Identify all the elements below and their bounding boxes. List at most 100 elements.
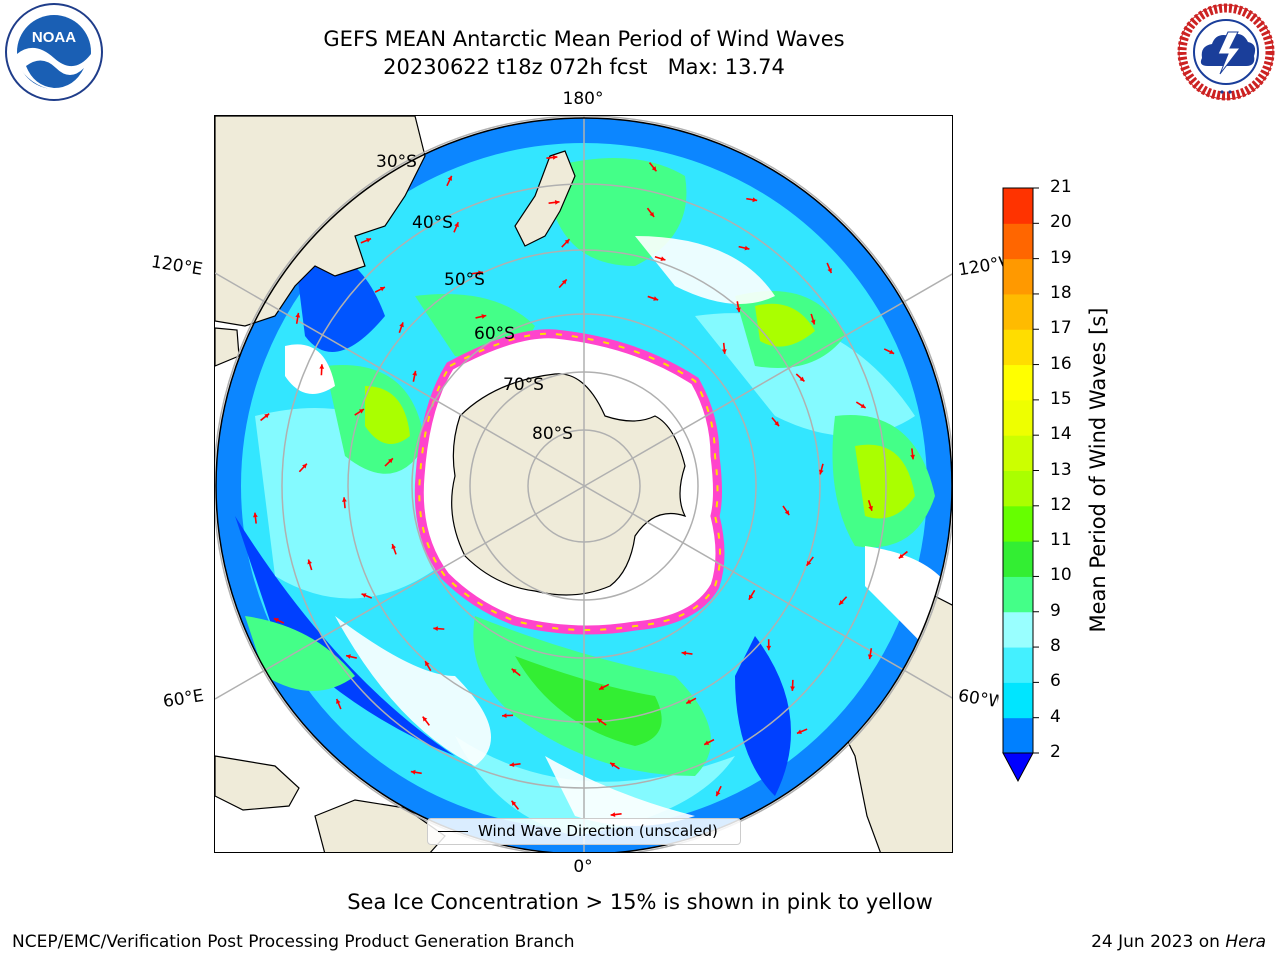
wind-wave-arrow-head bbox=[766, 645, 772, 651]
chart-subtitle: 20230622 t18z 072h fcst Max: 13.74 bbox=[383, 55, 785, 79]
colorbar-segment bbox=[1003, 470, 1033, 507]
colorbar-segment bbox=[1003, 329, 1033, 366]
lat-label-40s: 40°S bbox=[412, 213, 453, 233]
wind-wave-arrow-head bbox=[748, 594, 754, 600]
land-australia bbox=[215, 116, 426, 327]
map-boundary bbox=[215, 117, 952, 852]
wind-wave-arrow-head bbox=[388, 458, 393, 464]
colorbar-tick-label: 17 bbox=[1050, 318, 1072, 339]
colorbar-segment bbox=[1003, 293, 1033, 330]
yellowgreen-east bbox=[855, 444, 915, 519]
colorbar-segment bbox=[1003, 505, 1033, 542]
colorbar-segment bbox=[1003, 258, 1033, 295]
wind-wave-arrow-head bbox=[447, 175, 452, 181]
wind-wave-arrow-head bbox=[366, 238, 372, 243]
svg-text:NOAA: NOAA bbox=[32, 29, 76, 46]
wind-wave-arrow-head bbox=[839, 599, 844, 605]
wind-wave-arrow-head bbox=[358, 409, 364, 414]
colorbar-segment bbox=[1003, 611, 1033, 648]
colorbar-segment bbox=[1003, 435, 1033, 471]
colorbar-tick-label: 15 bbox=[1050, 388, 1072, 409]
wind-wave-arrows bbox=[253, 155, 915, 817]
lon-label-120e: 120°E bbox=[149, 252, 204, 280]
wind-wave-arrow-head bbox=[716, 791, 721, 797]
white-patch-sw bbox=[335, 616, 491, 766]
wind-wave-arrow-head bbox=[599, 685, 605, 690]
host-name: Hera bbox=[1225, 932, 1266, 952]
colorbar-segment bbox=[1003, 647, 1033, 683]
wind-wave-arrow-head bbox=[511, 800, 517, 806]
wind-wave-arrow-head bbox=[752, 197, 758, 203]
wind-wave-arrow-head bbox=[481, 314, 487, 319]
wind-wave-arrow-head bbox=[509, 762, 515, 768]
white-patch-north bbox=[635, 236, 775, 304]
wind-wave-arrow-head bbox=[391, 544, 397, 549]
wind-wave-arrow-head bbox=[867, 654, 873, 660]
wind-wave-arrow-head bbox=[433, 626, 438, 632]
wind-wave-arrow-head bbox=[361, 593, 367, 598]
wind-wave-arrow-head bbox=[561, 279, 567, 285]
wind-wave-arrow-head bbox=[910, 454, 915, 460]
colorbar-segment bbox=[1003, 399, 1033, 436]
wind-wave-arrow-head bbox=[784, 510, 790, 516]
colorbar-segment bbox=[1003, 717, 1033, 754]
noaa-logo: NOAA bbox=[4, 2, 104, 102]
colorbar-tick-label: 20 bbox=[1050, 212, 1072, 233]
wind-wave-arrow-head bbox=[564, 239, 570, 245]
colorbar bbox=[1002, 187, 1039, 783]
wind-wave-arrow-head bbox=[649, 211, 655, 217]
wind-wave-arrow-head bbox=[651, 166, 657, 172]
wind-wave-arrow-head bbox=[379, 286, 385, 292]
colorbar-tick-label: 11 bbox=[1050, 530, 1072, 551]
wind-wave-arrow-head bbox=[790, 686, 795, 691]
wind-wave-arrow-head bbox=[264, 413, 270, 419]
wind-wave-arrow-head bbox=[295, 312, 301, 318]
wind-wave-arrow-head bbox=[342, 497, 347, 502]
wind-wave-arrow-head bbox=[721, 349, 727, 354]
colorbar-tick-label: 12 bbox=[1050, 494, 1072, 515]
colorbar-under-extension bbox=[1002, 752, 1034, 783]
land-new-zealand bbox=[514, 150, 576, 247]
meridian-60e-120w bbox=[215, 273, 952, 700]
land-africa-madagascar bbox=[215, 755, 300, 811]
yellowgreen-west bbox=[365, 386, 410, 444]
colorbar-segment bbox=[1003, 223, 1033, 260]
colorbar-tick-label: 21 bbox=[1050, 177, 1072, 197]
colorbar-segment bbox=[1003, 188, 1033, 224]
lat-label-50s: 50°S bbox=[444, 270, 485, 290]
wind-wave-arrow-head bbox=[597, 718, 603, 724]
wind-wave-arrow-head bbox=[336, 698, 341, 704]
wind-wave-arrow-head bbox=[889, 349, 895, 354]
wind-wave-arrow-head bbox=[686, 699, 692, 704]
chart-title: GEFS MEAN Antarctic Mean Period of Wind … bbox=[323, 27, 845, 51]
wind-wave-arrow-head bbox=[799, 376, 805, 382]
wind-wave-arrow-head bbox=[860, 403, 866, 408]
colorbar-segment bbox=[1003, 364, 1033, 401]
colorbar-tick-label: 2 bbox=[1050, 742, 1061, 762]
wind-wave-arrow-head bbox=[253, 512, 258, 518]
white-patch-south bbox=[545, 756, 695, 826]
colorbar-tick-label: 16 bbox=[1050, 353, 1072, 374]
wind-wave-arrow-head bbox=[454, 222, 459, 228]
wind-wave-arrow-head bbox=[810, 319, 816, 325]
wind-wave-arrow-head bbox=[422, 716, 428, 722]
blue-patch-nw bbox=[295, 252, 385, 352]
colorbar-tick-label: 14 bbox=[1050, 424, 1072, 445]
wind-wave-arrow-head bbox=[681, 650, 687, 656]
wind-wave-arrow-head bbox=[502, 713, 507, 719]
wind-wave-arrow-head bbox=[774, 421, 780, 427]
wind-wave-arrow-head bbox=[796, 729, 802, 734]
green-region-sw bbox=[245, 616, 355, 691]
wind-wave-arrow-head bbox=[806, 560, 812, 566]
lon-label-60w: 60°W bbox=[956, 685, 1000, 713]
lat-label-80s: 80°S bbox=[532, 424, 573, 444]
colorbar-segment bbox=[1003, 576, 1033, 613]
wind-wave-arrow-head bbox=[660, 256, 666, 261]
lat-label-30s: 30°S bbox=[376, 152, 417, 172]
sea-ice-footnote: Sea Ice Concentration > 15% is shown in … bbox=[347, 890, 933, 914]
wind-wave-arrow-head bbox=[412, 370, 418, 376]
wind-wave-arrow-head bbox=[273, 618, 279, 623]
wind-wave-arrow-head bbox=[704, 740, 710, 745]
colorbar-segment bbox=[1003, 682, 1033, 719]
wind-wave-arrow-head bbox=[868, 505, 873, 511]
